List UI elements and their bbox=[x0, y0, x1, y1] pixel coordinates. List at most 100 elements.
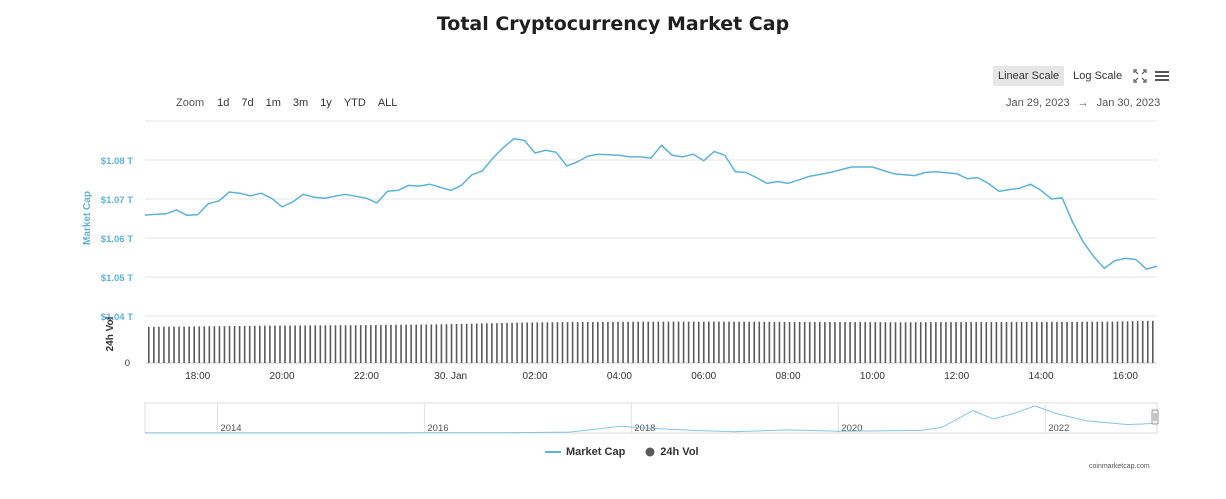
x-tick-label: 14:00 bbox=[1029, 371, 1054, 382]
volume-bar bbox=[354, 325, 357, 363]
navigator-tick-label: 2014 bbox=[220, 423, 241, 434]
x-axis: 18:00 20:00 22:00 30. Jan 02:00 04:00 06:00 08:… bbox=[185, 371, 1138, 382]
volume-bar bbox=[798, 321, 801, 363]
volume-bar bbox=[980, 322, 983, 363]
volume-bar bbox=[223, 326, 226, 363]
volume-bar bbox=[546, 322, 549, 363]
volume-bar bbox=[470, 323, 473, 363]
volume-bar bbox=[551, 322, 554, 363]
zoom-all-button[interactable]: ALL bbox=[377, 97, 398, 109]
volume-bar bbox=[672, 321, 675, 363]
volume-bar bbox=[919, 322, 922, 363]
volume-bar bbox=[702, 321, 705, 363]
chart-title: Total Cryptocurrency Market Cap bbox=[436, 13, 790, 35]
volume-bar bbox=[975, 322, 978, 363]
volume-bar bbox=[324, 325, 327, 363]
volume-bar bbox=[869, 322, 872, 363]
volume-bar bbox=[1005, 321, 1008, 363]
volume-bar bbox=[970, 322, 972, 363]
linear-scale-button[interactable]: Linear Scale bbox=[993, 66, 1065, 86]
volume-bar bbox=[713, 321, 715, 363]
date-range-arrow: → bbox=[1077, 97, 1089, 109]
volume-bar bbox=[400, 324, 402, 363]
volume-bar bbox=[238, 325, 241, 363]
volume-bar bbox=[269, 325, 271, 363]
y-tick-label: $1.06 T bbox=[101, 234, 133, 245]
volume-bar bbox=[284, 325, 286, 363]
volume-bar bbox=[233, 326, 236, 363]
volume-bar bbox=[1101, 321, 1104, 363]
volume-bar bbox=[294, 325, 296, 363]
volume-bar bbox=[359, 325, 362, 363]
volume-bar bbox=[849, 322, 851, 363]
x-tick-label: 08:00 bbox=[776, 371, 801, 382]
volume-bar bbox=[450, 324, 453, 363]
line-swatch-icon bbox=[545, 451, 561, 453]
legend-item-market-cap[interactable]: Market Cap bbox=[545, 446, 625, 458]
navigator-tick-label: 2022 bbox=[1048, 423, 1069, 434]
volume-bar bbox=[627, 321, 629, 363]
volume-bar bbox=[844, 322, 846, 363]
volume-bar bbox=[884, 322, 887, 363]
zoom-ytd-button[interactable]: YTD bbox=[343, 97, 366, 109]
log-scale-button[interactable]: Log Scale bbox=[1073, 70, 1123, 82]
market-cap-series bbox=[144, 137, 1158, 270]
volume-bar bbox=[602, 321, 604, 363]
x-tick-label: 16:00 bbox=[1113, 371, 1138, 382]
volume-bar bbox=[632, 321, 634, 363]
x-tick-label: 30. Jan bbox=[434, 371, 467, 382]
volume-bar bbox=[1051, 321, 1053, 363]
volume-bar bbox=[1111, 321, 1114, 363]
volume-bar bbox=[662, 321, 665, 363]
volume-bar bbox=[1141, 320, 1144, 363]
volume-bar bbox=[657, 321, 660, 363]
volume-bar bbox=[788, 321, 791, 363]
volume-bar bbox=[1020, 321, 1023, 363]
volume-bar bbox=[637, 321, 639, 363]
volume-bar bbox=[465, 323, 468, 363]
volume-bar bbox=[455, 323, 458, 363]
volume-bar bbox=[839, 322, 841, 363]
volume-bar bbox=[960, 322, 962, 363]
volume-bar bbox=[203, 326, 206, 363]
volume-bar bbox=[248, 325, 251, 363]
navigator-handle[interactable] bbox=[1151, 409, 1159, 425]
date-range-from[interactable]: Jan 29, 2023 bbox=[1006, 97, 1070, 109]
volume-bar bbox=[405, 324, 407, 363]
fullscreen-icon[interactable] bbox=[1131, 67, 1149, 85]
volume-bar bbox=[153, 326, 155, 363]
legend-item-24h-vol[interactable]: 24h Vol bbox=[645, 446, 699, 458]
menu-icon[interactable] bbox=[1153, 67, 1171, 85]
date-range-to[interactable]: Jan 30, 2023 bbox=[1096, 97, 1161, 109]
circle-swatch-icon bbox=[645, 447, 655, 457]
volume-bar bbox=[622, 321, 624, 363]
volume-bar bbox=[652, 321, 655, 363]
volume-bar bbox=[667, 321, 670, 363]
volume-bar bbox=[990, 322, 993, 363]
volume-bar bbox=[612, 321, 614, 363]
y-tick-label: $1.08 T bbox=[101, 156, 133, 167]
volume-bar bbox=[1025, 321, 1028, 363]
volume-bar bbox=[985, 322, 988, 363]
zoom-1y-button[interactable]: 1y bbox=[320, 97, 332, 109]
volume-zero-label: 0 bbox=[125, 358, 130, 369]
volume-bar bbox=[163, 326, 165, 363]
volume-bar bbox=[1081, 321, 1083, 363]
volume-bar bbox=[1146, 320, 1149, 363]
navigator-tick-label: 2020 bbox=[841, 423, 862, 434]
zoom-1m-button[interactable]: 1m bbox=[265, 97, 281, 109]
volume-bar bbox=[1076, 321, 1078, 363]
volume-bar bbox=[516, 322, 518, 363]
volume-axis-title: 24h Vol bbox=[105, 316, 116, 351]
zoom-7d-button[interactable]: 7d bbox=[241, 97, 254, 109]
zoom-1d-button[interactable]: 1d bbox=[217, 97, 230, 109]
zoom-3m-button[interactable]: 3m bbox=[292, 97, 309, 109]
volume-bar bbox=[213, 326, 216, 363]
volume-bar bbox=[536, 322, 539, 363]
volume-bar bbox=[1106, 321, 1109, 363]
navigator[interactable]: 2014 2016 2018 2020 2022 bbox=[144, 402, 1159, 434]
volume-bar bbox=[642, 321, 645, 363]
volume-bar bbox=[1121, 321, 1124, 363]
volume-bar bbox=[168, 326, 170, 363]
volume-bar bbox=[253, 325, 256, 363]
